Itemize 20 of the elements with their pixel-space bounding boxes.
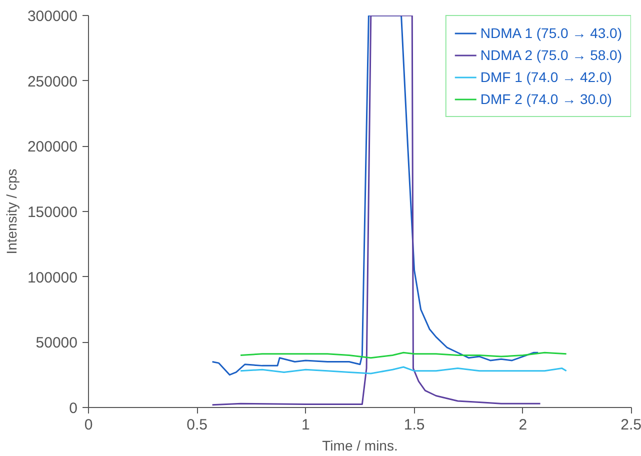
y-tick-label: 250000 — [27, 73, 78, 90]
y-tick-label: 100000 — [27, 269, 78, 286]
y-axis-title: Intensity / cps — [3, 168, 20, 254]
y-tick-label: 0 — [69, 400, 78, 417]
line-series — [240, 366, 568, 374]
x-tick-label: 2.5 — [620, 416, 641, 434]
x-tick-label: 1 — [302, 416, 310, 434]
y-tick-label: 300000 — [27, 8, 78, 25]
legend-label: NDMA 1 (75.0 → 43.0) — [480, 24, 622, 42]
x-tick-label: 1.5 — [404, 416, 425, 434]
legend-label: DMF 1 (74.0 → 42.0) — [480, 68, 612, 86]
x-tick-label: 0.5 — [186, 416, 208, 434]
x-tick-label: 0 — [84, 416, 93, 434]
legend-label: NDMA 2 (75.0 → 58.0) — [480, 46, 622, 64]
y-tick-label: 150000 — [27, 204, 78, 221]
y-tick-label: 50000 — [36, 334, 78, 352]
legend-label: DMF 2 (74.0 → 30.0) — [480, 90, 612, 108]
x-axis-title: Time / mins. — [322, 438, 398, 454]
x-tick-label: 2 — [518, 416, 528, 434]
y-tick-label: 200000 — [27, 138, 78, 156]
